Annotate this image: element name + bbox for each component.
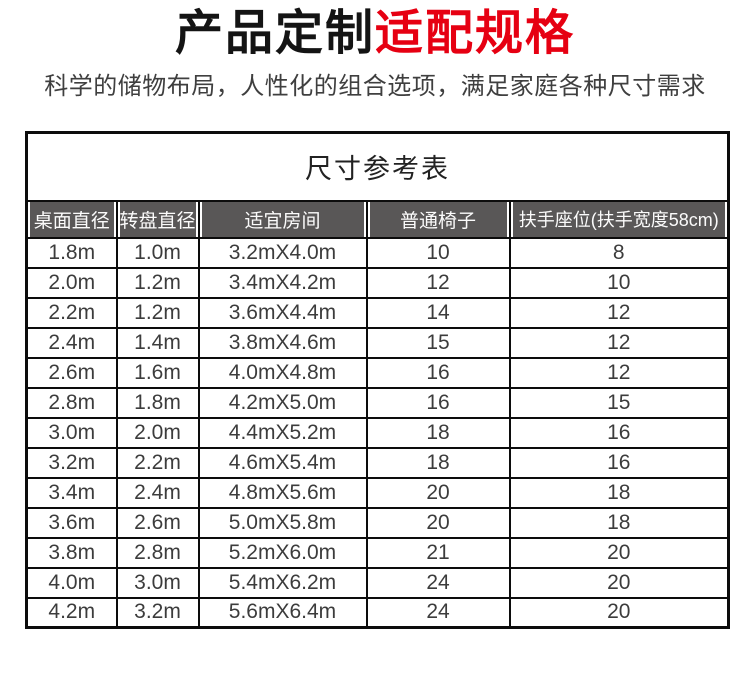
page-subtitle: 科学的储物布局，人性化的组合选项，满足家庭各种尺寸需求 [44,73,706,100]
table-cell: 18 [365,446,511,479]
table-cell: 1.8m [25,236,118,269]
table-cell: 20 [365,476,511,509]
table-cell: 5.6mX6.4m [197,596,368,629]
table-cell: 2.8m [25,386,118,419]
table-row: 3.4m 2.4m 4.8mX5.6m 20 18 [25,476,730,509]
table-cell: 24 [365,566,511,599]
table-cell: 5.0mX5.8m [197,506,368,539]
table-cell: 2.0m [25,266,118,299]
table-row: 2.6m 1.6m 4.0mX4.8m 16 12 [25,356,730,389]
size-reference-table: 尺寸参考表 桌面直径 转盘直径 适宜房间 普通椅子 扶手座位(扶手宽度58cm)… [25,131,731,629]
table-cell: 3.0m [25,416,118,449]
table-cell: 8 [508,236,730,269]
table-cell: 3.0m [115,566,200,599]
table-cell: 12 [508,356,730,389]
column-header-turntable-diameter: 转盘直径 [115,199,200,239]
table-cell: 3.4mX4.2m [197,266,368,299]
table-cell: 20 [508,566,730,599]
table-cell: 3.4m [25,476,118,509]
table-cell: 1.4m [115,326,200,359]
table-cell: 4.6mX5.4m [197,446,368,479]
table-row: 2.0m 1.2m 3.4mX4.2m 12 10 [25,266,730,299]
table-caption-row: 尺寸参考表 [25,131,730,202]
table-cell: 4.8mX5.6m [197,476,368,509]
table-row: 3.0m 2.0m 4.4mX5.2m 18 16 [25,416,730,449]
table-caption: 尺寸参考表 [25,131,730,202]
table-cell: 3.2mX4.0m [197,236,368,269]
table-cell: 16 [508,446,730,479]
column-header-armchair-seats: 扶手座位(扶手宽度58cm) [508,199,730,239]
column-header-table-diameter: 桌面直径 [25,199,118,239]
table-cell: 12 [508,296,730,329]
page-title-red: 适配规格 [375,7,576,60]
table-cell: 20 [508,596,730,629]
table-cell: 4.0mX4.8m [197,356,368,389]
table-row: 3.2m 2.2m 4.6mX5.4m 18 16 [25,446,730,479]
table-cell: 4.2mX5.0m [197,386,368,419]
table-cell: 20 [365,506,511,539]
column-header-normal-chairs: 普通椅子 [365,199,511,239]
column-header-suitable-room: 适宜房间 [197,199,368,239]
table-row: 3.6m 2.6m 5.0mX5.8m 20 18 [25,506,730,539]
table-cell: 3.8mX4.6m [197,326,368,359]
table-cell: 16 [508,416,730,449]
table-cell: 1.8m [115,386,200,419]
table-cell: 14 [365,296,511,329]
table-row: 3.8m 2.8m 5.2mX6.0m 21 20 [25,536,730,569]
table-cell: 15 [365,326,511,359]
table-cell: 1.6m [115,356,200,389]
table-cell: 4.2m [25,596,118,629]
table-row: 2.2m 1.2m 3.6mX4.4m 14 12 [25,296,730,329]
table-cell: 18 [508,506,730,539]
table-cell: 2.8m [115,536,200,569]
table-cell: 18 [365,416,511,449]
table-cell: 2.2m [25,296,118,329]
table-cell: 15 [508,386,730,419]
table-cell: 12 [365,266,511,299]
size-reference-table-wrap: 尺寸参考表 桌面直径 转盘直径 适宜房间 普通椅子 扶手座位(扶手宽度58cm)… [25,131,731,629]
table-cell: 5.4mX6.2m [197,566,368,599]
table-cell: 1.2m [115,266,200,299]
table-cell: 16 [365,386,511,419]
table-cell: 3.8m [25,536,118,569]
page-title: 产品定制适配规格 [0,0,750,63]
table-cell: 3.6mX4.4m [197,296,368,329]
table-row: 4.0m 3.0m 5.4mX6.2m 24 20 [25,566,730,599]
table-cell: 12 [508,326,730,359]
table-cell: 10 [365,236,511,269]
table-cell: 3.6m [25,506,118,539]
table-cell: 5.2mX6.0m [197,536,368,569]
table-cell: 21 [365,536,511,569]
table-cell: 16 [365,356,511,389]
table-cell: 2.6m [25,356,118,389]
table-cell: 3.2m [115,596,200,629]
table-cell: 2.0m [115,416,200,449]
table-cell: 4.0m [25,566,118,599]
table-cell: 2.4m [115,476,200,509]
table-cell: 4.4mX5.2m [197,416,368,449]
table-cell: 1.2m [115,296,200,329]
table-cell: 2.4m [25,326,118,359]
table-cell: 1.0m [115,236,200,269]
table-cell: 2.2m [115,446,200,479]
table-cell: 3.2m [25,446,118,479]
page-title-black: 产品定制 [174,7,375,60]
table-cell: 2.6m [115,506,200,539]
table-header-row: 桌面直径 转盘直径 适宜房间 普通椅子 扶手座位(扶手宽度58cm) [25,199,730,239]
table-row: 2.8m 1.8m 4.2mX5.0m 16 15 [25,386,730,419]
table-cell: 18 [508,476,730,509]
table-row: 2.4m 1.4m 3.8mX4.6m 15 12 [25,326,730,359]
table-cell: 24 [365,596,511,629]
table-cell: 10 [508,266,730,299]
table-cell: 20 [508,536,730,569]
table-row: 1.8m 1.0m 3.2mX4.0m 10 8 [25,236,730,269]
table-row: 4.2m 3.2m 5.6mX6.4m 24 20 [25,596,730,629]
